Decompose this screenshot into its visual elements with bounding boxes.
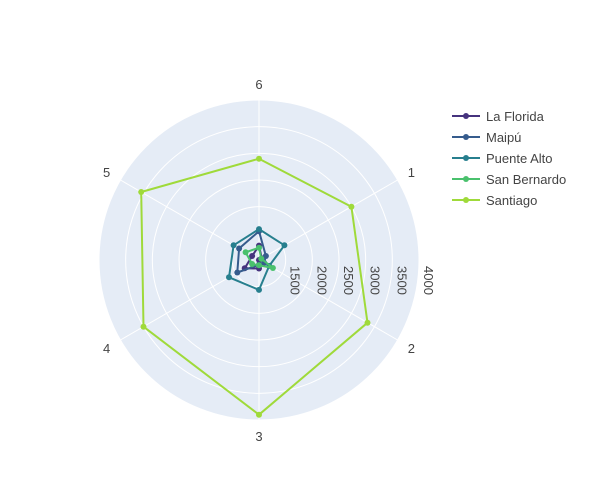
data-point[interactable] bbox=[256, 244, 262, 251]
angular-label-1: 1 bbox=[408, 165, 415, 180]
data-point[interactable] bbox=[138, 189, 145, 195]
data-point[interactable] bbox=[256, 226, 262, 233]
data-point[interactable] bbox=[258, 255, 265, 262]
data-point[interactable] bbox=[226, 274, 232, 281]
angular-label-2: 2 bbox=[408, 341, 415, 356]
data-point[interactable] bbox=[281, 242, 288, 249]
angular-label-6: 6 bbox=[255, 77, 262, 92]
legend-label: Maipú bbox=[486, 130, 521, 145]
data-point[interactable] bbox=[236, 245, 243, 252]
legend-item[interactable]: Santiago bbox=[452, 193, 537, 208]
data-point[interactable] bbox=[234, 269, 241, 276]
series-santiago bbox=[138, 155, 371, 418]
legend-swatch-marker bbox=[463, 113, 469, 119]
data-point[interactable] bbox=[256, 286, 262, 293]
data-point[interactable] bbox=[262, 253, 269, 259]
series-san-bernardo bbox=[242, 244, 276, 271]
data-point[interactable] bbox=[256, 262, 262, 269]
angular-label-4: 4 bbox=[103, 341, 110, 356]
radial-tick-label: 4000 bbox=[421, 266, 436, 295]
data-point[interactable] bbox=[348, 203, 355, 210]
data-point[interactable] bbox=[364, 319, 371, 326]
data-point[interactable] bbox=[269, 265, 276, 271]
legend-label: La Florida bbox=[486, 109, 545, 124]
radial-tick-label: 1500 bbox=[288, 266, 303, 295]
legend-swatch-marker bbox=[463, 197, 469, 203]
data-point[interactable] bbox=[256, 155, 262, 162]
legend-item[interactable]: Maipú bbox=[452, 130, 521, 145]
legend-swatch-marker bbox=[463, 155, 469, 161]
series-layer bbox=[138, 155, 371, 418]
legend-label: Santiago bbox=[486, 193, 537, 208]
angular-label-5: 5 bbox=[103, 165, 110, 180]
legend: La Florida Maipú Puente Alto San Bernardo Sa… bbox=[452, 109, 566, 208]
legend-label: Puente Alto bbox=[486, 151, 553, 166]
data-point[interactable] bbox=[242, 249, 249, 256]
legend-item[interactable]: Puente Alto bbox=[452, 151, 553, 166]
data-point[interactable] bbox=[249, 253, 256, 259]
legend-item[interactable]: La Florida bbox=[452, 109, 545, 124]
data-point[interactable] bbox=[140, 323, 147, 330]
data-point[interactable] bbox=[249, 261, 256, 267]
spoke-2 bbox=[258, 259, 398, 341]
angular-axis: 1 2 3 4 5 6 bbox=[103, 77, 415, 444]
radial-tick-label: 2500 bbox=[341, 266, 356, 295]
legend-swatch-marker bbox=[463, 134, 469, 140]
data-point[interactable] bbox=[230, 242, 237, 249]
legend-swatch-marker bbox=[463, 176, 469, 182]
radial-tick-label: 3500 bbox=[394, 266, 409, 295]
radial-tick-label: 2000 bbox=[314, 266, 329, 295]
angular-label-3: 3 bbox=[255, 429, 262, 444]
data-point[interactable] bbox=[256, 411, 262, 418]
radial-tick-label: 3000 bbox=[368, 266, 383, 295]
radial-axis: 1500 2000 2500 3000 3500 4000 bbox=[288, 266, 436, 295]
legend-label: San Bernardo bbox=[486, 172, 566, 187]
legend-item[interactable]: San Bernardo bbox=[452, 172, 566, 187]
